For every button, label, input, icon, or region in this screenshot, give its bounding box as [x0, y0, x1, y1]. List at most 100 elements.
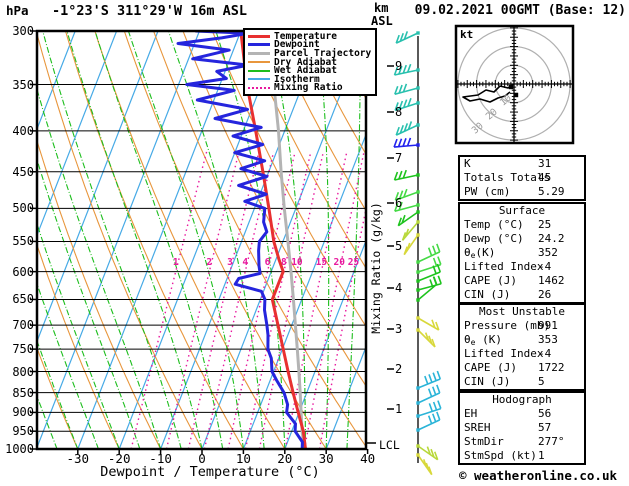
table-label: CIN (J) [464, 375, 511, 388]
wind-barb [393, 137, 420, 148]
table-label: StmSpd (kt) [464, 449, 537, 462]
wind-barb [393, 63, 420, 76]
credit-text: © weatheronline.co.uk [458, 468, 618, 483]
legend-line-sample [248, 78, 270, 81]
legend-line-sample [248, 86, 270, 89]
table-label: θe (K) [464, 333, 502, 347]
table-row: EH 56 [460, 407, 584, 421]
wind-barb [397, 210, 420, 227]
station-title: -1°23'S 311°29'W 16m ASL [52, 3, 248, 19]
pressure-axis-unit: hPa [6, 3, 29, 18]
table-row: θe (K) 353 [460, 333, 584, 347]
wind-barb [401, 220, 420, 241]
indices-table: Hodograph EH 56 SREH 57 StmDir 277° StmSpd (kt)… [458, 391, 586, 465]
indices-table: Most Unstable Pressure (mb) 991 θe (K) 353 Li… [458, 303, 586, 391]
wind-barb [416, 263, 442, 283]
table-value: 991 [538, 319, 558, 332]
table-label: Dewp (°C) [464, 232, 524, 245]
legend-item-label: Wet Adiabat [274, 65, 337, 77]
legend-item-label: Temperature [274, 30, 337, 42]
run-date: 09.02.2021 00GMT (Base: 12) [414, 3, 626, 18]
wind-barb [395, 31, 420, 44]
table-label: CAPE (J) [464, 274, 517, 287]
wind-barb [394, 188, 420, 201]
table-row: θe(K) 352 [460, 246, 584, 260]
legend-item: Mixing Ratio [245, 82, 375, 94]
chart-legend: Temperature Dewpoint Parcel Trajectory Dry … [243, 28, 377, 97]
wind-barb-column [393, 31, 442, 476]
table-value: 25 [538, 218, 552, 231]
wind-barb [394, 83, 420, 95]
legend-line-sample [248, 43, 270, 47]
table-value: 45 [538, 171, 552, 184]
hodograph-rings [456, 26, 573, 143]
legend-item: Wet Adiabat [245, 66, 375, 75]
wind-barb [416, 256, 442, 274]
table-row: SREH 57 [460, 421, 584, 435]
table-label: θe(K) [464, 246, 496, 260]
table-label: CIN (J) [464, 288, 511, 301]
table-section-title: Surface [498, 204, 546, 217]
legend-line-sample [248, 69, 270, 72]
wind-barb [393, 169, 420, 181]
table-section-title: Hodograph [492, 393, 552, 406]
asl-axis-unit: ASL [371, 14, 393, 28]
table-label: Temp (°C) [464, 218, 524, 231]
legend-item: Dry Adiabat [245, 56, 375, 68]
legend-item-label: Isotherm [274, 73, 320, 85]
table-value: -4 [538, 347, 552, 360]
indices-table: Surface Temp (°C) 25 Dewp (°C) 24.2 θe(K) 352 L… [458, 202, 586, 304]
table-label: Lifted Index [464, 260, 544, 273]
legend-line-sample [248, 51, 270, 55]
wind-barb [416, 328, 436, 348]
table-row: CIN (J) 5 [460, 375, 584, 389]
table-row: Lifted Index -4 [460, 347, 584, 361]
legend-item: Temperature [245, 32, 375, 41]
legend-line-sample [248, 61, 270, 64]
wind-barb [403, 233, 420, 256]
table-value: 24.2 [538, 232, 565, 245]
table-value: 5 [538, 375, 545, 388]
table-row: PW (cm) 5.29 [460, 185, 584, 199]
table-label: Pressure (mb) [464, 319, 551, 332]
table-label: EH [464, 407, 478, 420]
table-row: Totals Totals 45 [460, 171, 584, 185]
table-row: Dewp (°C) 24.2 [460, 232, 584, 246]
hodograph [454, 24, 575, 145]
legend-item: Parcel Trajectory [245, 49, 375, 58]
table-value: 1462 [538, 274, 565, 287]
plot-area [37, 31, 366, 449]
legend-item-label: Dry Adiabat [274, 56, 337, 68]
table-value: 31 [538, 157, 552, 170]
wind-barb [416, 384, 441, 405]
table-row: StmSpd (kt) 1 [460, 449, 584, 463]
legend-item: Isotherm [245, 75, 375, 84]
wind-barb [416, 243, 441, 264]
isotherm-lines [37, 31, 366, 449]
table-label: Lifted Index [464, 347, 544, 360]
indices-table: K 31 Totals Totals 45 PW (cm) 5.29 [458, 155, 586, 201]
wind-barb [416, 276, 438, 302]
table-section-title: Most Unstable [478, 305, 566, 318]
table-value: 57 [538, 421, 552, 434]
table-row: Pressure (mb) 991 [460, 319, 584, 333]
hodograph-kt-label: kt [460, 28, 474, 41]
table-value: 56 [538, 407, 552, 420]
wind-barb [416, 444, 439, 461]
wind-barb [416, 400, 442, 418]
legend-item-label: Mixing Ratio [274, 82, 343, 94]
storm-motion-mark [513, 92, 519, 98]
storm-motion-mark [508, 84, 514, 90]
km-axis-unit: km [374, 1, 389, 15]
wind-barb [416, 370, 442, 390]
table-label: PW (cm) [464, 185, 511, 198]
wind-barb [416, 411, 441, 432]
table-row: Lifted Index -4 [460, 260, 584, 274]
table-value: 1722 [538, 361, 565, 374]
wind-barb [395, 121, 420, 136]
legend-line-sample [248, 34, 270, 38]
legend-item-label: Dewpoint [274, 39, 320, 51]
table-row: StmDir 277° [460, 435, 584, 449]
table-value: 277° [538, 435, 565, 448]
